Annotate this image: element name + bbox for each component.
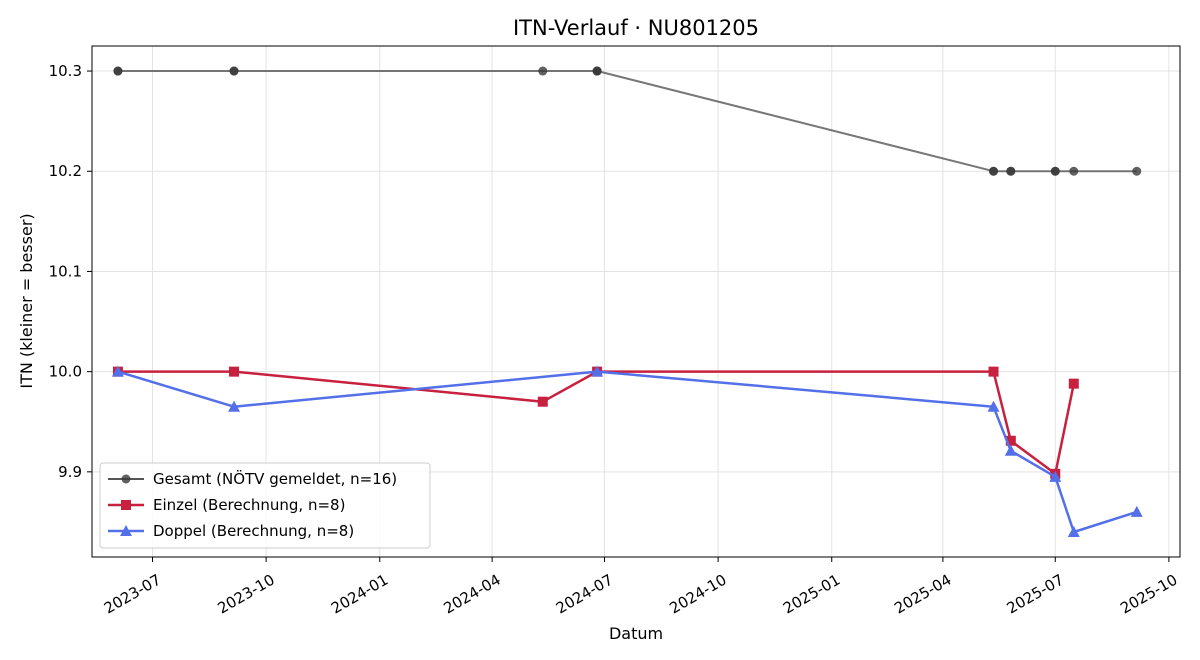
legend-entry-label: Einzel (Berechnung, n=8): [153, 496, 345, 514]
data-point: [1132, 166, 1142, 176]
series-layer: [111, 66, 1143, 537]
data-point: [1049, 470, 1062, 482]
data-point: [989, 166, 999, 176]
data-point: [591, 365, 604, 377]
y-tick-label: 10.3: [49, 62, 82, 80]
series-1: [113, 66, 1142, 176]
chart-title: ITN-Verlauf · NU801205: [513, 16, 759, 40]
x-tick-label: 2024-04: [440, 571, 503, 618]
legend-entry-label: Gesamt (NÖTV gemeldet, n=16): [153, 469, 397, 488]
legend-swatch-marker: [120, 525, 132, 536]
legend: Gesamt (NÖTV gemeldet, n=16) Einzel (Bere…: [99, 462, 431, 549]
data-point: [1006, 166, 1016, 176]
x-tick-label: 2025-10: [1117, 571, 1180, 618]
series-line: [117, 370, 1076, 476]
series-line: [117, 70, 1137, 173]
data-point: [1069, 166, 1079, 176]
data-point: [1068, 378, 1079, 389]
data-point: [988, 366, 999, 377]
data-point: [111, 365, 124, 377]
legend-entry-label: Doppel (Berechnung, n=8): [153, 522, 354, 540]
plot-frame: [91, 45, 1181, 558]
data-point: [987, 400, 1000, 412]
data-point: [229, 366, 240, 377]
y-axis-title: ITN (kleiner = besser): [17, 213, 36, 388]
data-point: [537, 396, 548, 407]
data-point: [229, 66, 239, 76]
series-2: [112, 366, 1079, 479]
x-tick-label: 2024-01: [328, 571, 391, 618]
data-point: [1005, 435, 1016, 446]
x-tick-label: 2023-10: [214, 571, 277, 618]
x-tick-label: 2023-07: [101, 571, 164, 618]
y-tick-label: 10.0: [49, 363, 82, 381]
x-tick-label: 2025-01: [780, 571, 843, 618]
legend-swatch-marker: [121, 500, 131, 510]
data-point: [1004, 444, 1017, 456]
data-point: [1050, 166, 1060, 176]
x-tick-label: 2024-07: [553, 571, 616, 618]
x-tick-label: 2025-04: [891, 571, 954, 618]
data-point: [592, 66, 602, 76]
y-tick-label: 10.2: [49, 162, 82, 180]
y-tick-label: 9.9: [58, 463, 82, 481]
data-point: [1130, 505, 1143, 517]
data-point: [113, 66, 123, 76]
data-point: [1067, 525, 1080, 537]
data-point: [228, 400, 241, 412]
series-line: [117, 370, 1138, 534]
x-tick-label: 2024-10: [666, 571, 729, 618]
series-3: [111, 365, 1143, 537]
x-tick-label: 2025-07: [1004, 571, 1067, 618]
legend-swatch-marker: [121, 474, 131, 484]
x-axis-title: Datum: [609, 624, 663, 643]
data-point: [538, 66, 548, 76]
y-tick-label: 10.1: [49, 262, 82, 280]
legend-box: [99, 462, 431, 549]
